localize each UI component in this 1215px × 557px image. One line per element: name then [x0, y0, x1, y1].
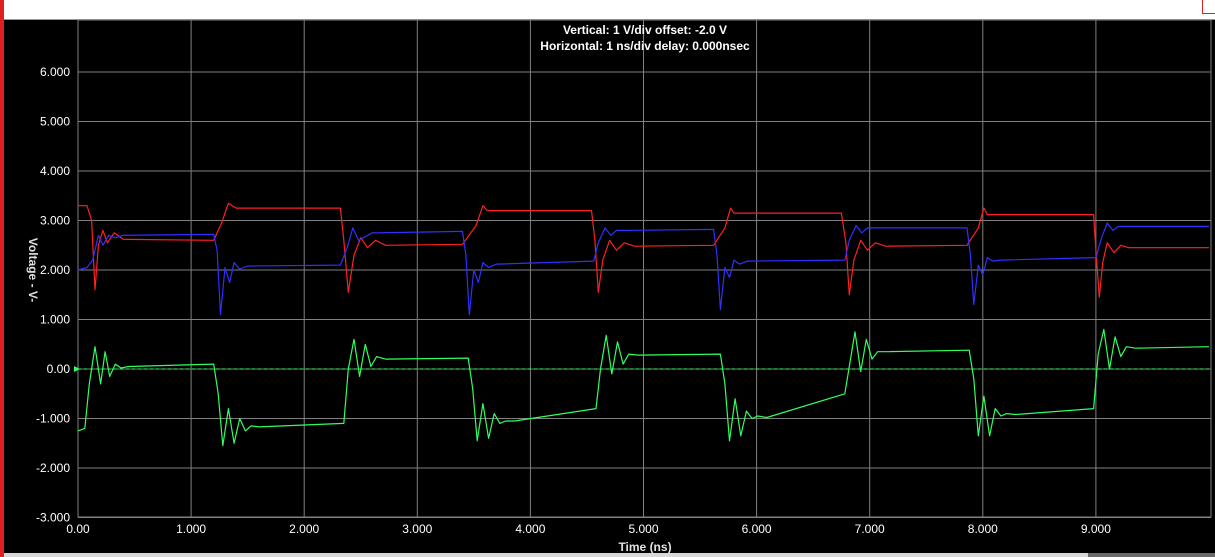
y-tick-label: 2.000 [40, 263, 70, 277]
window-bottom-bar [4, 553, 1215, 557]
channel-marker-icon [74, 366, 80, 372]
window-corner-control [1202, 0, 1215, 14]
x-axis-label: Time (ns) [618, 540, 671, 554]
signal-trace-2 [77, 222, 1209, 316]
x-tick-label: 3.000 [402, 522, 432, 536]
y-tick-label: 6.000 [40, 65, 70, 79]
x-tick-label: 6.000 [742, 522, 772, 536]
signal-trace-1 [78, 202, 1209, 298]
y-tick-label: 3.000 [40, 214, 70, 228]
grid-lines [77, 19, 1212, 518]
x-tick-labels: 0.00 1.000 2.000 3.000 4.000 5.000 6.000 7.000 8… [66, 522, 1111, 536]
y-tick-labels: -3.000 -2.000 -1.000 0.00 1.000 2.000 3.000 4.0… [36, 65, 70, 525]
x-tick-label: 5.000 [628, 522, 658, 536]
y-tick-label: 5.000 [40, 115, 70, 129]
x-tick-label: 0.00 [66, 522, 90, 536]
y-axis-label: Voltage - V- [26, 238, 40, 302]
signal-traces [77, 202, 1210, 447]
x-tick-label: 8.000 [968, 522, 998, 536]
chart-subtitle: Horizontal: 1 ns/div delay: 0.000nsec [540, 39, 750, 53]
x-tick-label: 4.000 [515, 522, 545, 536]
window-status-strip [1088, 553, 1215, 557]
x-tick-label: 7.000 [855, 522, 885, 536]
y-tick-label: 0.00 [47, 362, 71, 376]
x-tick-label: 1.000 [176, 522, 206, 536]
y-tick-label: -1.000 [36, 412, 70, 426]
y-tick-label: 1.000 [40, 313, 70, 327]
plot-area [78, 20, 1211, 517]
signal-trace-3 [77, 328, 1210, 447]
y-tick-label: 4.000 [40, 164, 70, 178]
window-left-edge [0, 0, 4, 557]
plot-border [77, 19, 1212, 518]
chart-title: Vertical: 1 V/div offset: -2.0 V [563, 23, 727, 37]
x-tick-label: 2.000 [289, 522, 319, 536]
x-tick-label: 9.000 [1081, 522, 1111, 536]
y-tick-label: -3.000 [36, 511, 70, 525]
y-tick-label: -2.000 [36, 461, 70, 475]
